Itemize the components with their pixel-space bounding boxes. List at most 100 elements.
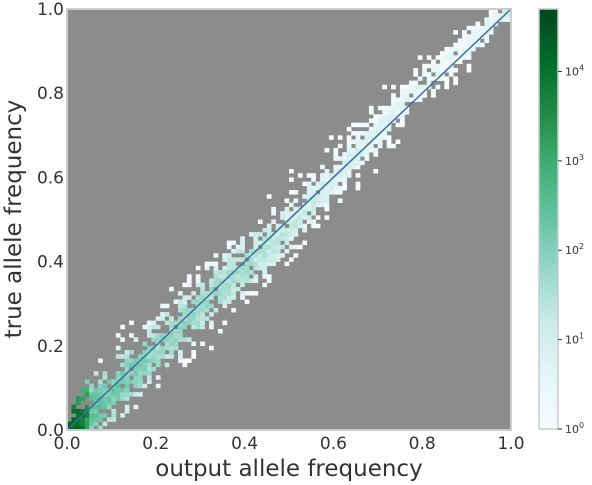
heatmap-cell [400, 101, 405, 107]
heatmap-cell [160, 312, 165, 317]
heatmap-cell [204, 291, 210, 296]
heatmap-cell [355, 147, 361, 153]
heatmap-cell [231, 286, 237, 292]
heatmap-cell [84, 387, 90, 393]
heatmap-cell [155, 316, 161, 321]
heatmap-cell [360, 143, 365, 149]
heatmap-cell [444, 63, 450, 69]
heatmap-cell [240, 291, 245, 296]
heatmap-cell [408, 80, 414, 86]
heatmap-cell [240, 270, 245, 275]
heatmap-cell [155, 375, 161, 380]
heatmap-cell [226, 257, 232, 262]
heatmap-cell [75, 413, 81, 418]
x-tick-label: 0.6 [320, 434, 347, 454]
heatmap-cell [178, 299, 183, 304]
heatmap-cell [178, 303, 183, 309]
heatmap-cell [226, 244, 232, 250]
heatmap-cell [209, 286, 214, 292]
heatmap-cell [235, 244, 241, 250]
heatmap-cell [502, 17, 507, 22]
heatmap-cell [382, 114, 387, 119]
heatmap-cell [98, 425, 103, 430]
heatmap-cell [222, 320, 228, 326]
heatmap-cell [284, 236, 290, 241]
heatmap-cell [253, 244, 259, 250]
heatmap-cell [106, 404, 112, 410]
heatmap-cell [435, 84, 441, 90]
heatmap-cell [368, 143, 374, 149]
heatmap-cell [204, 265, 210, 271]
heatmap-cell [249, 261, 254, 267]
heatmap-cell [200, 312, 205, 317]
heatmap-cell [222, 274, 228, 279]
heatmap-cell [204, 299, 210, 304]
heatmap-cell [297, 211, 303, 216]
heatmap-cell [160, 303, 165, 309]
heatmap-cell [342, 160, 348, 166]
heatmap-cell [102, 375, 108, 380]
heatmap-cell [453, 80, 459, 86]
heatmap-cell [342, 185, 348, 191]
heatmap-cell [200, 341, 205, 347]
heatmap-cell [146, 354, 152, 359]
heatmap-cell [191, 312, 197, 317]
heatmap-cell [466, 55, 472, 60]
heatmap-cell [360, 131, 365, 136]
heatmap-cell [488, 9, 494, 14]
heatmap-cell [328, 185, 334, 191]
heatmap-cell [169, 337, 174, 342]
heatmap-cell [191, 320, 197, 326]
heatmap-cell [448, 72, 454, 77]
heatmap-cell [275, 232, 281, 237]
heatmap-cell [351, 152, 356, 157]
heatmap-cell [271, 211, 276, 216]
heatmap-cell [408, 84, 414, 90]
heatmap-cell [377, 126, 383, 132]
heatmap-cell [226, 240, 232, 246]
heatmap-cell [395, 101, 401, 107]
heatmap-cell [302, 240, 308, 246]
y-axis-label: true allele frequency [1, 100, 27, 339]
heatmap-cell [284, 227, 290, 233]
heatmap-cell [182, 358, 188, 363]
heatmap-cell [311, 173, 316, 178]
heatmap-cell [382, 122, 387, 128]
heatmap-cell [186, 295, 192, 300]
heatmap-cell [253, 261, 259, 267]
heatmap-cell [324, 177, 330, 182]
heatmap-cell [142, 371, 148, 376]
heatmap-cell [462, 46, 467, 52]
heatmap-cell [311, 185, 316, 191]
heatmap-cell [386, 126, 392, 132]
heatmap-cell [231, 295, 237, 300]
heatmap-cell [240, 236, 245, 241]
heatmap-cell [280, 227, 285, 233]
heatmap-cell [102, 421, 108, 427]
heatmap-cell [222, 257, 228, 262]
heatmap-cell [231, 248, 237, 254]
heatmap-cell [89, 387, 94, 393]
heatmap-cell [186, 307, 192, 313]
heatmap-cell [382, 118, 387, 123]
heatmap-cell [479, 25, 485, 31]
heatmap-cell [160, 345, 165, 351]
heatmap-cell [280, 253, 285, 258]
heatmap-cell [413, 72, 419, 77]
heatmap-cell [355, 164, 361, 170]
heatmap-cell [462, 34, 467, 39]
heatmap-cell [315, 194, 321, 199]
heatmap-cell [262, 244, 268, 250]
heatmap-cell [240, 265, 245, 271]
heatmap-cell [408, 88, 414, 94]
heatmap-cell [142, 358, 148, 363]
heatmap-cell [466, 63, 472, 69]
heatmap-cell [129, 358, 134, 363]
heatmap-cell [84, 425, 90, 430]
heatmap-cell [182, 362, 188, 368]
heatmap-cell [209, 320, 214, 326]
heatmap-cell [426, 80, 432, 86]
heatmap-cell [395, 122, 401, 128]
heatmap-cell [337, 135, 343, 140]
heatmap-cell [466, 38, 472, 43]
